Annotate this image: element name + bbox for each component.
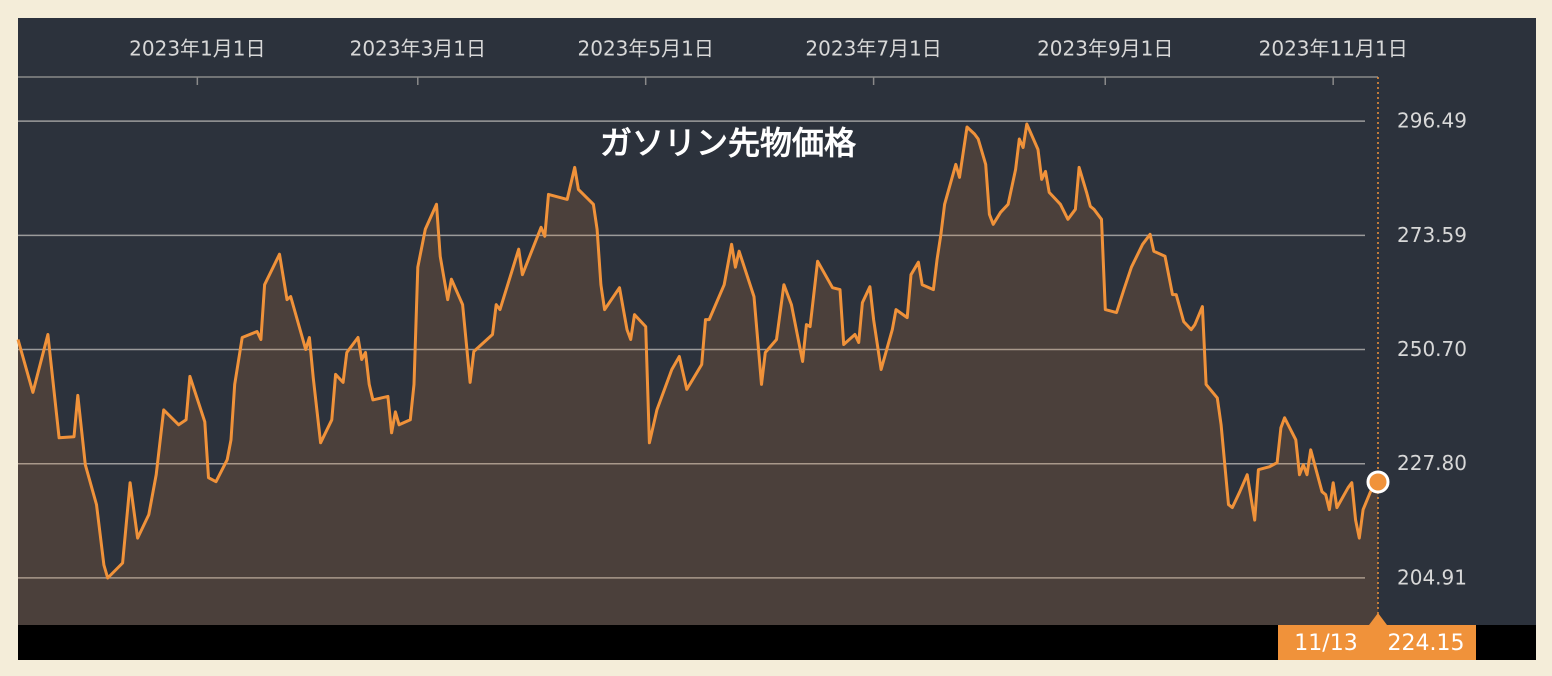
- cursor-date: 11/13: [1294, 631, 1357, 656]
- y-tick-label: 250.70: [1397, 337, 1467, 361]
- y-tick-label: 296.49: [1397, 109, 1467, 133]
- x-tick-label: 2023年5月1日: [578, 37, 714, 61]
- cursor-pointer: [1369, 613, 1387, 625]
- x-tick-label: 2023年1月1日: [129, 37, 265, 61]
- cursor-box: [1278, 625, 1476, 660]
- cursor-value: 224.15: [1388, 631, 1465, 656]
- plot: [16, 122, 1380, 625]
- x-tick-label: 2023年7月1日: [805, 37, 941, 61]
- y-tick-label: 204.91: [1397, 565, 1467, 589]
- cursor-dot: [1366, 470, 1390, 494]
- y-tick-label: 273.59: [1397, 223, 1467, 247]
- chart-title: ガソリン先物価格: [600, 124, 857, 162]
- area: [18, 124, 1378, 625]
- line: [16, 122, 1380, 580]
- y-tick-label: 227.80: [1397, 451, 1467, 475]
- cursor: 11/13 224.15: [1278, 77, 1476, 660]
- x-tick-label: 2023年3月1日: [350, 37, 486, 61]
- grid: 204.91 227.80 250.70 273.59 296.49 2023年1月1日 2…: [18, 37, 1467, 589]
- x-tick-label: 2023年11月1日: [1259, 37, 1408, 61]
- x-tick-label: 2023年9月1日: [1037, 37, 1173, 61]
